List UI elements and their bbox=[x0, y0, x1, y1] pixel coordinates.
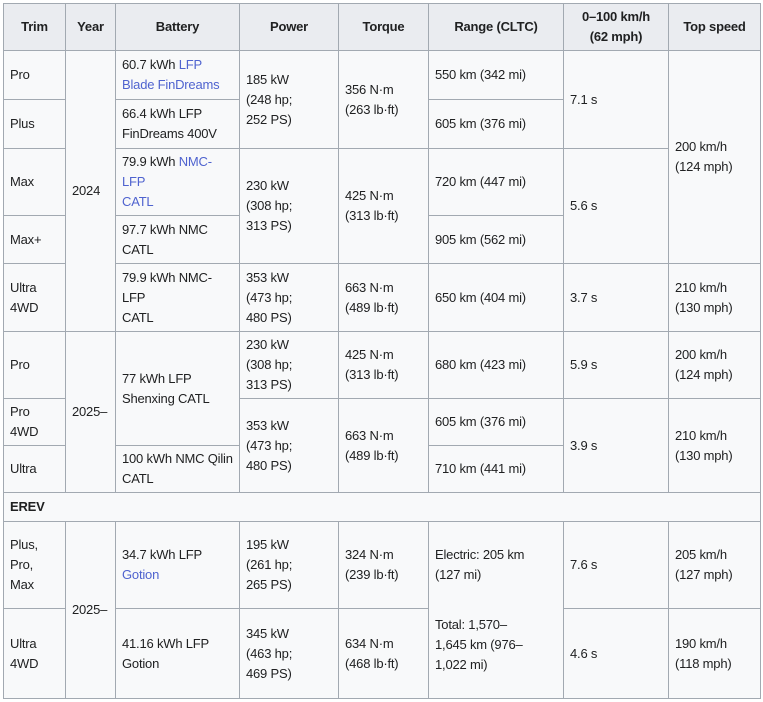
torque-cell: 356 N·m (263 lb·ft) bbox=[338, 50, 429, 149]
table-row: Ultra 4WD 79.9 kWh NMC-LFP CATL 353 kW (… bbox=[3, 263, 761, 332]
torque-cell: 425 N·m (313 lb·ft) bbox=[338, 148, 429, 264]
battery-link[interactable]: LFP Blade FinDreams bbox=[122, 57, 220, 92]
power-cell: 353 kW (473 hp; 480 PS) bbox=[239, 263, 339, 332]
year-cell: 2024 bbox=[65, 50, 116, 332]
table-row: Pro 4WD 353 kW (473 hp; 480 PS) 663 N·m … bbox=[3, 398, 761, 493]
torque-cell: 663 N·m (489 lb·ft) bbox=[338, 263, 429, 332]
year-cell: 2025– bbox=[65, 521, 116, 699]
accel-cell: 4.6 s bbox=[563, 608, 669, 699]
trim-cell: Plus bbox=[3, 99, 66, 149]
table-row: Pro 2025– 77 kWh LFP Shenxing CATL 230 k… bbox=[3, 331, 761, 493]
battery-cell: 79.9 kWh NMC-LFP CATL bbox=[115, 263, 240, 332]
accel-cell: 7.1 s bbox=[563, 50, 669, 149]
header-torque: Torque bbox=[338, 3, 429, 51]
section-row: EREV bbox=[3, 492, 761, 522]
trim-cell: Pro 4WD bbox=[3, 398, 66, 446]
battery-cell: 100 kWh NMC Qilin CATL bbox=[115, 445, 240, 493]
table-row: Max+ 97.7 kWh NMC CATL 905 km (562 mi) bbox=[3, 215, 761, 264]
range-cell: 650 km (404 mi) bbox=[428, 263, 564, 332]
torque-cell: 324 N·m (239 lb·ft) bbox=[338, 520, 429, 610]
trim-cell: Ultra 4WD bbox=[3, 263, 66, 332]
battery-cell: 97.7 kWh NMC CATL bbox=[115, 215, 240, 264]
battery-link[interactable]: NMC-LFP CATL bbox=[122, 154, 212, 209]
trim-cell: Ultra 4WD bbox=[3, 608, 66, 699]
header-year: Year bbox=[65, 3, 116, 51]
range-cell: 680 km (423 mi) bbox=[428, 331, 564, 399]
battery-cell: 60.7 kWh LFP Blade FinDreams bbox=[115, 50, 240, 100]
accel-cell: 3.7 s bbox=[563, 263, 669, 332]
top-speed-cell: 200 km/h (124 mph) bbox=[668, 331, 761, 399]
power-cell: 230 kW (308 hp; 313 PS) bbox=[239, 148, 339, 264]
range-cell: 720 km (447 mi) bbox=[428, 148, 564, 216]
header-power: Power bbox=[239, 3, 339, 51]
header-range: Range (CLTC) bbox=[428, 3, 564, 51]
range-cell: 605 km (376 mi) bbox=[428, 398, 564, 446]
power-cell: 345 kW (463 hp; 469 PS) bbox=[239, 608, 339, 699]
battery-text: 79.9 kWh bbox=[122, 154, 179, 169]
trim-cell: Plus, Pro, Max bbox=[3, 520, 66, 610]
trim-cell: Pro bbox=[3, 331, 66, 399]
battery-cell: 79.9 kWh NMC-LFP CATL bbox=[115, 148, 240, 216]
header-row: Trim Year Battery Power Torque Range (CL… bbox=[3, 3, 761, 51]
top-speed-cell: 200 km/h (124 mph) bbox=[668, 50, 761, 264]
torque-cell: 425 N·m (313 lb·ft) bbox=[338, 331, 429, 399]
trim-cell: Pro bbox=[3, 50, 66, 100]
range-cell: 550 km (342 mi) bbox=[428, 50, 564, 100]
range-cell: 905 km (562 mi) bbox=[428, 215, 564, 264]
ev-trim-spec-table: Trim Year Battery Power Torque Range (CL… bbox=[3, 3, 761, 699]
year-cell: 2025– bbox=[65, 331, 116, 493]
header-top-speed: Top speed bbox=[668, 3, 761, 51]
table-row: Max 79.9 kWh NMC-LFP CATL 230 kW (308 hp… bbox=[3, 148, 761, 264]
table-row: Plus 66.4 kWh LFP FinDreams 400V 605 km … bbox=[3, 99, 761, 149]
battery-text: 60.7 kWh bbox=[122, 57, 179, 72]
battery-cell: 66.4 kWh LFP FinDreams 400V bbox=[115, 99, 240, 149]
power-cell: 195 kW (261 hp; 265 PS) bbox=[239, 520, 339, 610]
accel-cell: 5.9 s bbox=[563, 331, 669, 399]
trim-cell: Max bbox=[3, 148, 66, 216]
battery-cell: 41.16 kWh LFP Gotion bbox=[115, 608, 240, 699]
battery-link[interactable]: Gotion bbox=[122, 567, 160, 583]
accel-cell: 7.6 s bbox=[563, 520, 669, 610]
trim-cell: Max+ bbox=[3, 215, 66, 264]
top-speed-cell: 210 km/h (130 mph) bbox=[668, 398, 761, 493]
power-cell: 230 kW (308 hp; 313 PS) bbox=[239, 331, 339, 399]
range-cell: 605 km (376 mi) bbox=[428, 99, 564, 149]
header-battery: Battery bbox=[115, 3, 240, 51]
erev-section-header: EREV bbox=[3, 492, 761, 522]
top-speed-cell: 210 km/h (130 mph) bbox=[668, 263, 761, 332]
battery-cell: 34.7 kWh LFP Gotion bbox=[115, 520, 240, 610]
range-electric-text: Electric: 205 km (127 mi) bbox=[435, 547, 525, 582]
power-cell: 353 kW (473 hp; 480 PS) bbox=[239, 398, 339, 493]
top-speed-cell: 190 km/h (118 mph) bbox=[668, 608, 761, 699]
battery-cell: 77 kWh LFP Shenxing CATL bbox=[115, 331, 240, 446]
torque-cell: 663 N·m (489 lb·ft) bbox=[338, 398, 429, 493]
range-cell: Electric: 205 km (127 mi) Total: 1,570– … bbox=[428, 521, 564, 699]
range-cell: 710 km (441 mi) bbox=[428, 445, 564, 493]
battery-text: 34.7 kWh LFP bbox=[122, 547, 202, 563]
trim-cell: Ultra bbox=[3, 445, 66, 493]
torque-cell: 634 N·m (468 lb·ft) bbox=[338, 608, 429, 699]
header-accel: 0–100 km/h (62 mph) bbox=[563, 3, 669, 51]
range-total-text: Total: 1,570– 1,645 km (976– 1,022 mi) bbox=[435, 617, 523, 672]
accel-cell: 3.9 s bbox=[563, 398, 669, 493]
table-row: Ultra 4WD 41.16 kWh LFP Gotion 345 kW (4… bbox=[3, 608, 761, 699]
accel-cell: 5.6 s bbox=[563, 148, 669, 264]
table-row: Pro 2024 60.7 kWh LFP Blade FinDreams 18… bbox=[3, 50, 761, 332]
top-speed-cell: 205 km/h (127 mph) bbox=[668, 520, 761, 610]
power-cell: 185 kW (248 hp; 252 PS) bbox=[239, 50, 339, 149]
table-row: Plus, Pro, Max 2025– 34.7 kWh LFP Gotion… bbox=[3, 520, 761, 699]
header-trim: Trim bbox=[3, 3, 66, 51]
